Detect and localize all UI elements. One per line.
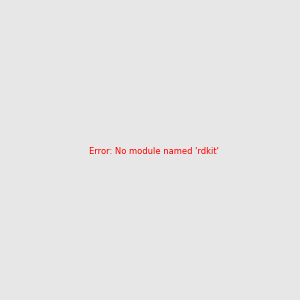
Text: Error: No module named 'rdkit': Error: No module named 'rdkit' bbox=[89, 147, 219, 156]
